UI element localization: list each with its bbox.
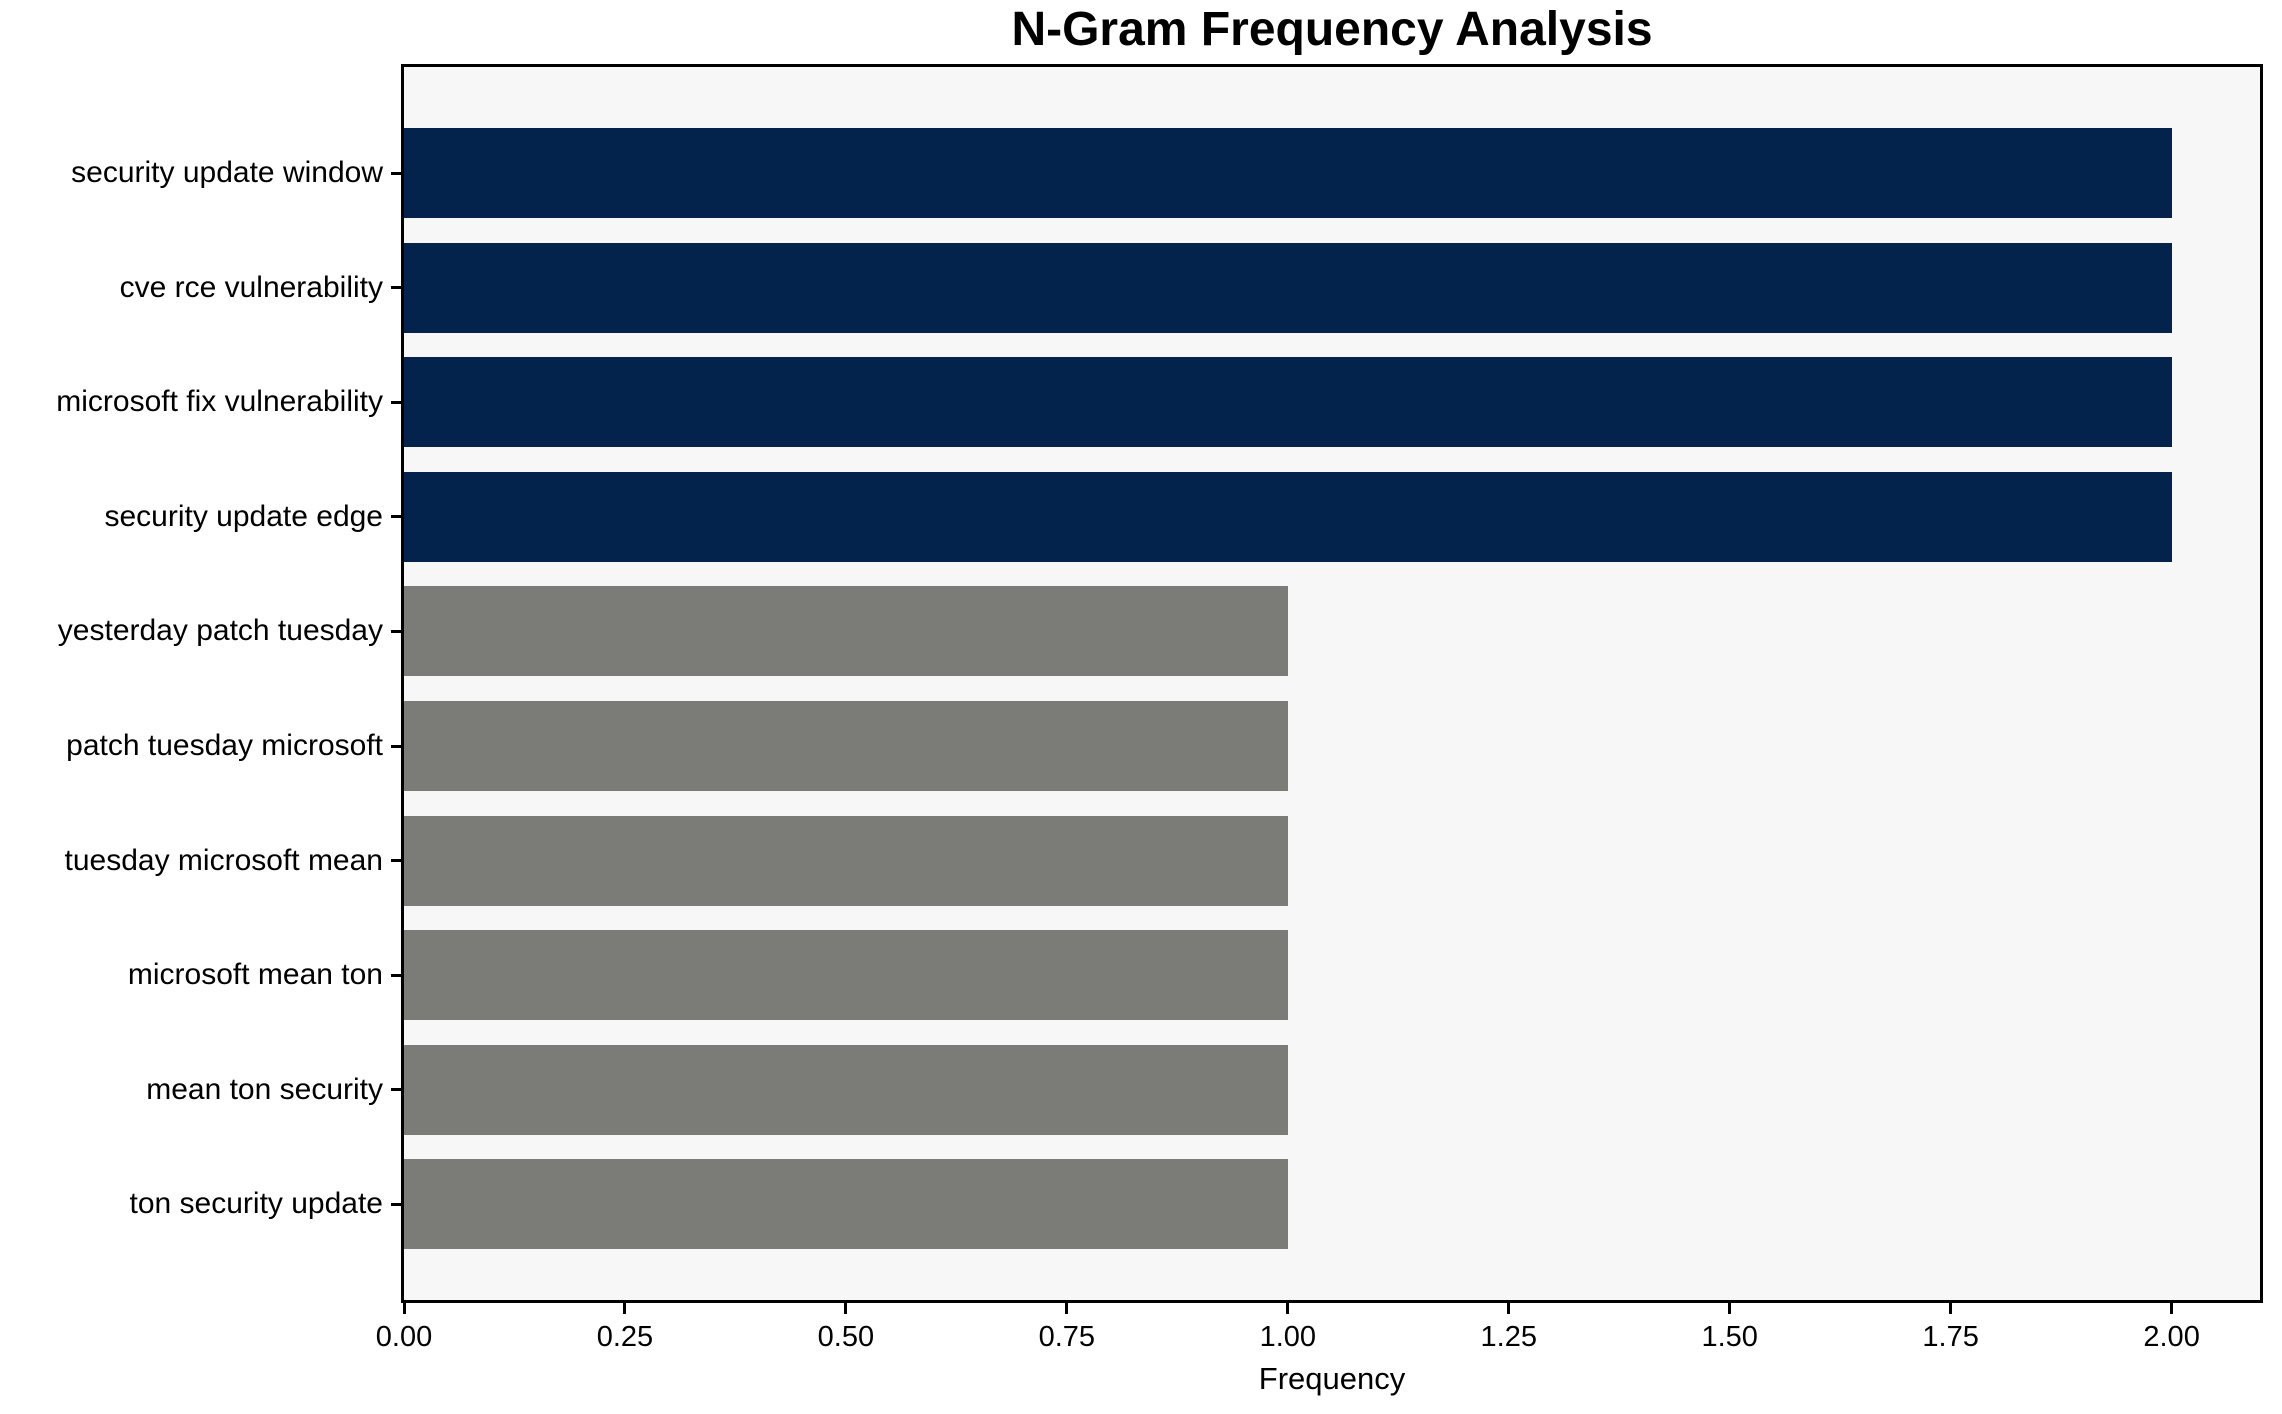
x-tick-mark [1949, 1303, 1953, 1314]
y-tick-label: ton security update [129, 1187, 384, 1221]
x-tick-mark [1286, 1303, 1290, 1314]
bar [404, 930, 1288, 1021]
x-tick-mark [402, 1303, 406, 1314]
x-tick-mark [2170, 1303, 2174, 1314]
chart-title: N-Gram Frequency Analysis [1011, 3, 1653, 56]
x-axis-title: Frequency [1258, 1361, 1406, 1396]
y-tick-label: microsoft mean ton [127, 958, 383, 992]
bar [404, 701, 1288, 791]
x-tick-mark [1507, 1303, 1511, 1314]
y-tick-mark [391, 515, 401, 519]
y-tick-label: yesterday patch tuesday [57, 614, 383, 648]
bar [404, 815, 1288, 906]
y-tick-mark [391, 859, 401, 863]
x-tick-mark [623, 1303, 627, 1314]
x-tick-label: 0.75 [1038, 1321, 1096, 1353]
y-tick-mark [391, 400, 401, 404]
bar [404, 357, 2172, 448]
bar [404, 586, 1288, 677]
bar [404, 128, 2172, 218]
bar [404, 1159, 1288, 1250]
x-tick-label: 0.00 [375, 1321, 433, 1353]
x-tick-label: 1.75 [1922, 1321, 1979, 1353]
y-tick-mark [391, 1202, 401, 1206]
y-tick-mark [391, 286, 401, 290]
y-tick-mark [391, 629, 401, 633]
bar [404, 471, 2172, 562]
y-tick-label: microsoft fix vulnerability [56, 385, 383, 419]
bar [404, 1044, 1288, 1135]
x-tick-label: 0.25 [596, 1321, 654, 1353]
y-tick-label: security update window [71, 156, 383, 189]
x-tick-mark [844, 1303, 848, 1314]
x-tick-label: 0.50 [817, 1321, 875, 1353]
y-tick-label: cve rce vulnerability [119, 270, 383, 304]
y-tick-mark [391, 171, 401, 175]
y-tick-label: tuesday microsoft mean [64, 843, 383, 877]
x-tick-label: 2.00 [2143, 1321, 2200, 1353]
bar [404, 242, 2172, 333]
x-tick-label: 1.50 [1701, 1321, 1758, 1353]
y-tick-label: mean ton security [146, 1072, 383, 1106]
plot-area [401, 64, 2263, 1303]
y-tick-mark [391, 744, 401, 748]
x-tick-label: 1.00 [1259, 1321, 1317, 1353]
y-tick-mark [391, 1088, 401, 1092]
x-tick-mark [1728, 1303, 1732, 1314]
y-tick-label: security update edge [104, 499, 383, 533]
y-tick-mark [391, 973, 401, 977]
x-tick-label: 1.25 [1480, 1321, 1537, 1353]
y-tick-label: patch tuesday microsoft [66, 729, 383, 762]
x-tick-mark [1065, 1303, 1069, 1314]
